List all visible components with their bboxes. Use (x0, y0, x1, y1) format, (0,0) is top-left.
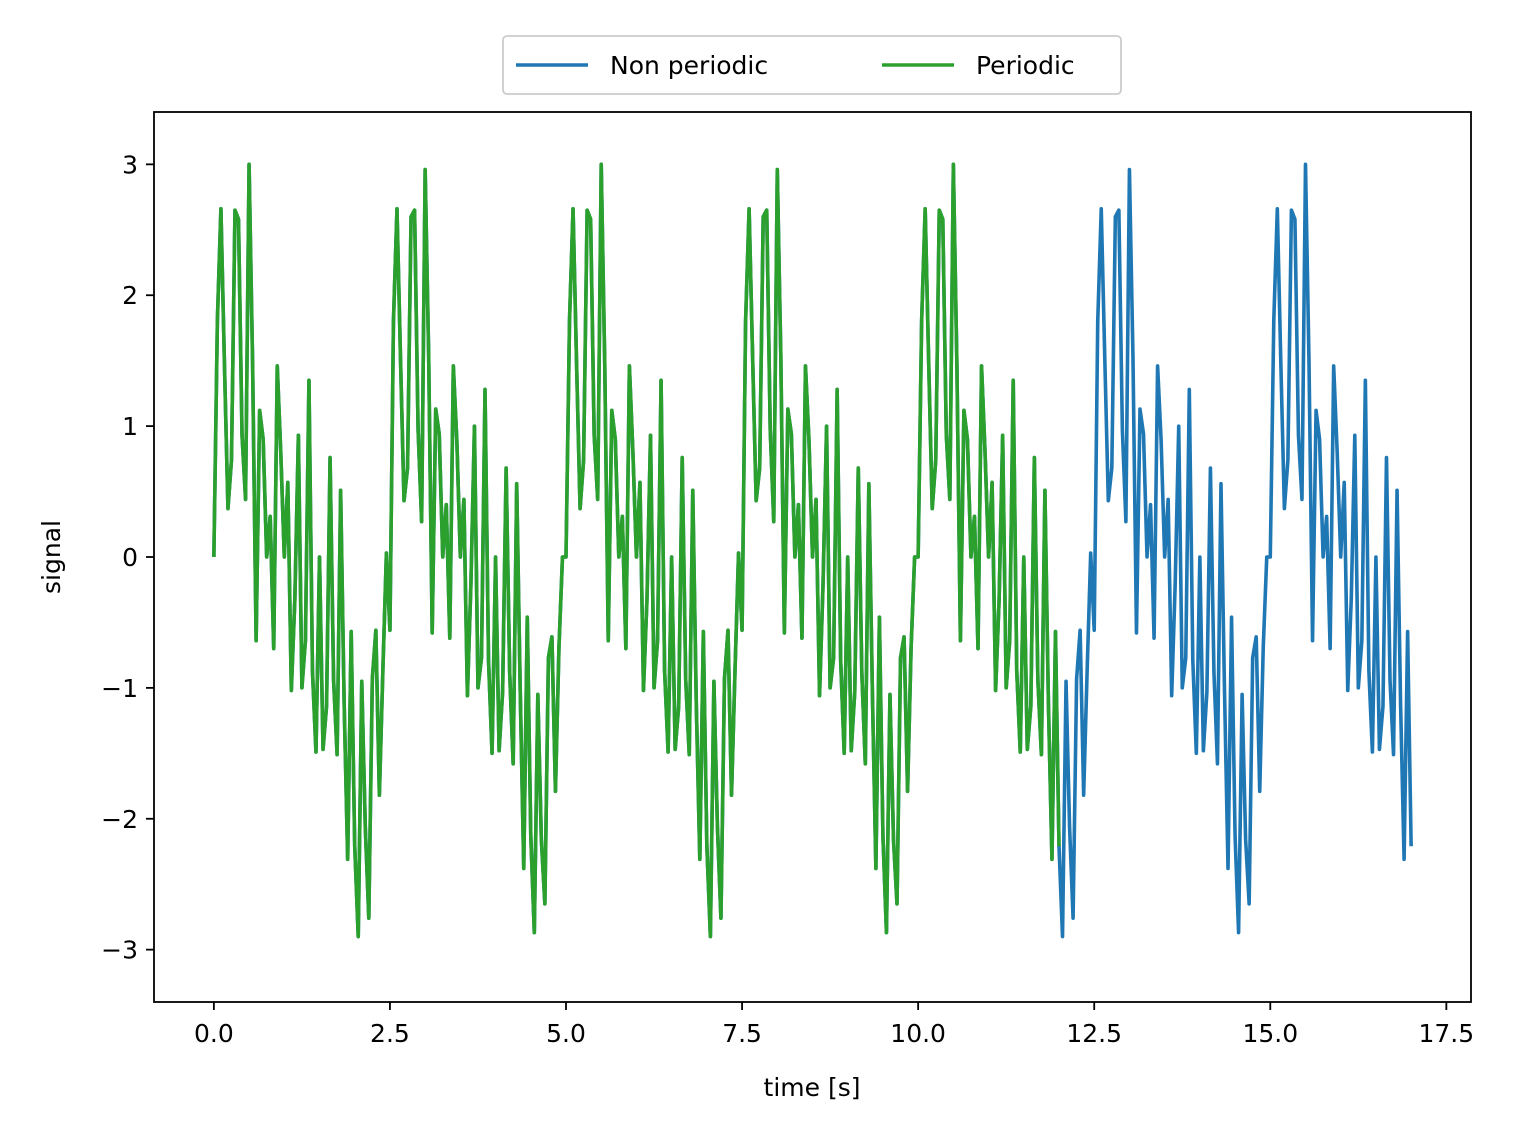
legend-box (502, 35, 1122, 95)
series-line-periodic (212, 162, 1061, 939)
x-tick-label: 7.5 (722, 1019, 762, 1048)
x-axis-label: time [s] (764, 1073, 861, 1102)
x-tick-label: 10.0 (890, 1019, 946, 1048)
legend-label-non-periodic: Non periodic (610, 51, 768, 80)
y-tick-label: 2 (122, 281, 138, 310)
x-tick-label: 12.5 (1066, 1019, 1122, 1048)
y-tick-label: −1 (101, 674, 138, 703)
x-tick-label: 0.0 (194, 1019, 234, 1048)
legend: Non periodic Periodic (502, 35, 1122, 95)
x-tick-label: 2.5 (370, 1019, 410, 1048)
y-tick-label: 1 (122, 412, 138, 441)
y-tick-label: −3 (101, 936, 138, 965)
y-axis-label: signal (37, 520, 66, 594)
x-tick-label: 15.0 (1242, 1019, 1298, 1048)
y-axis: −3 −2 −1 0 1 2 3 (101, 150, 154, 965)
x-tick-label: 5.0 (546, 1019, 586, 1048)
x-tick-label: 17.5 (1419, 1019, 1475, 1048)
legend-label-periodic: Periodic (976, 51, 1075, 80)
y-tick-label: 3 (122, 150, 138, 179)
y-tick-label: 0 (122, 543, 138, 572)
y-tick-label: −2 (101, 805, 138, 834)
x-axis: 0.0 2.5 5.0 7.5 10.0 12.5 15.0 17.5 (194, 1002, 1474, 1048)
series-layer (212, 162, 1413, 939)
